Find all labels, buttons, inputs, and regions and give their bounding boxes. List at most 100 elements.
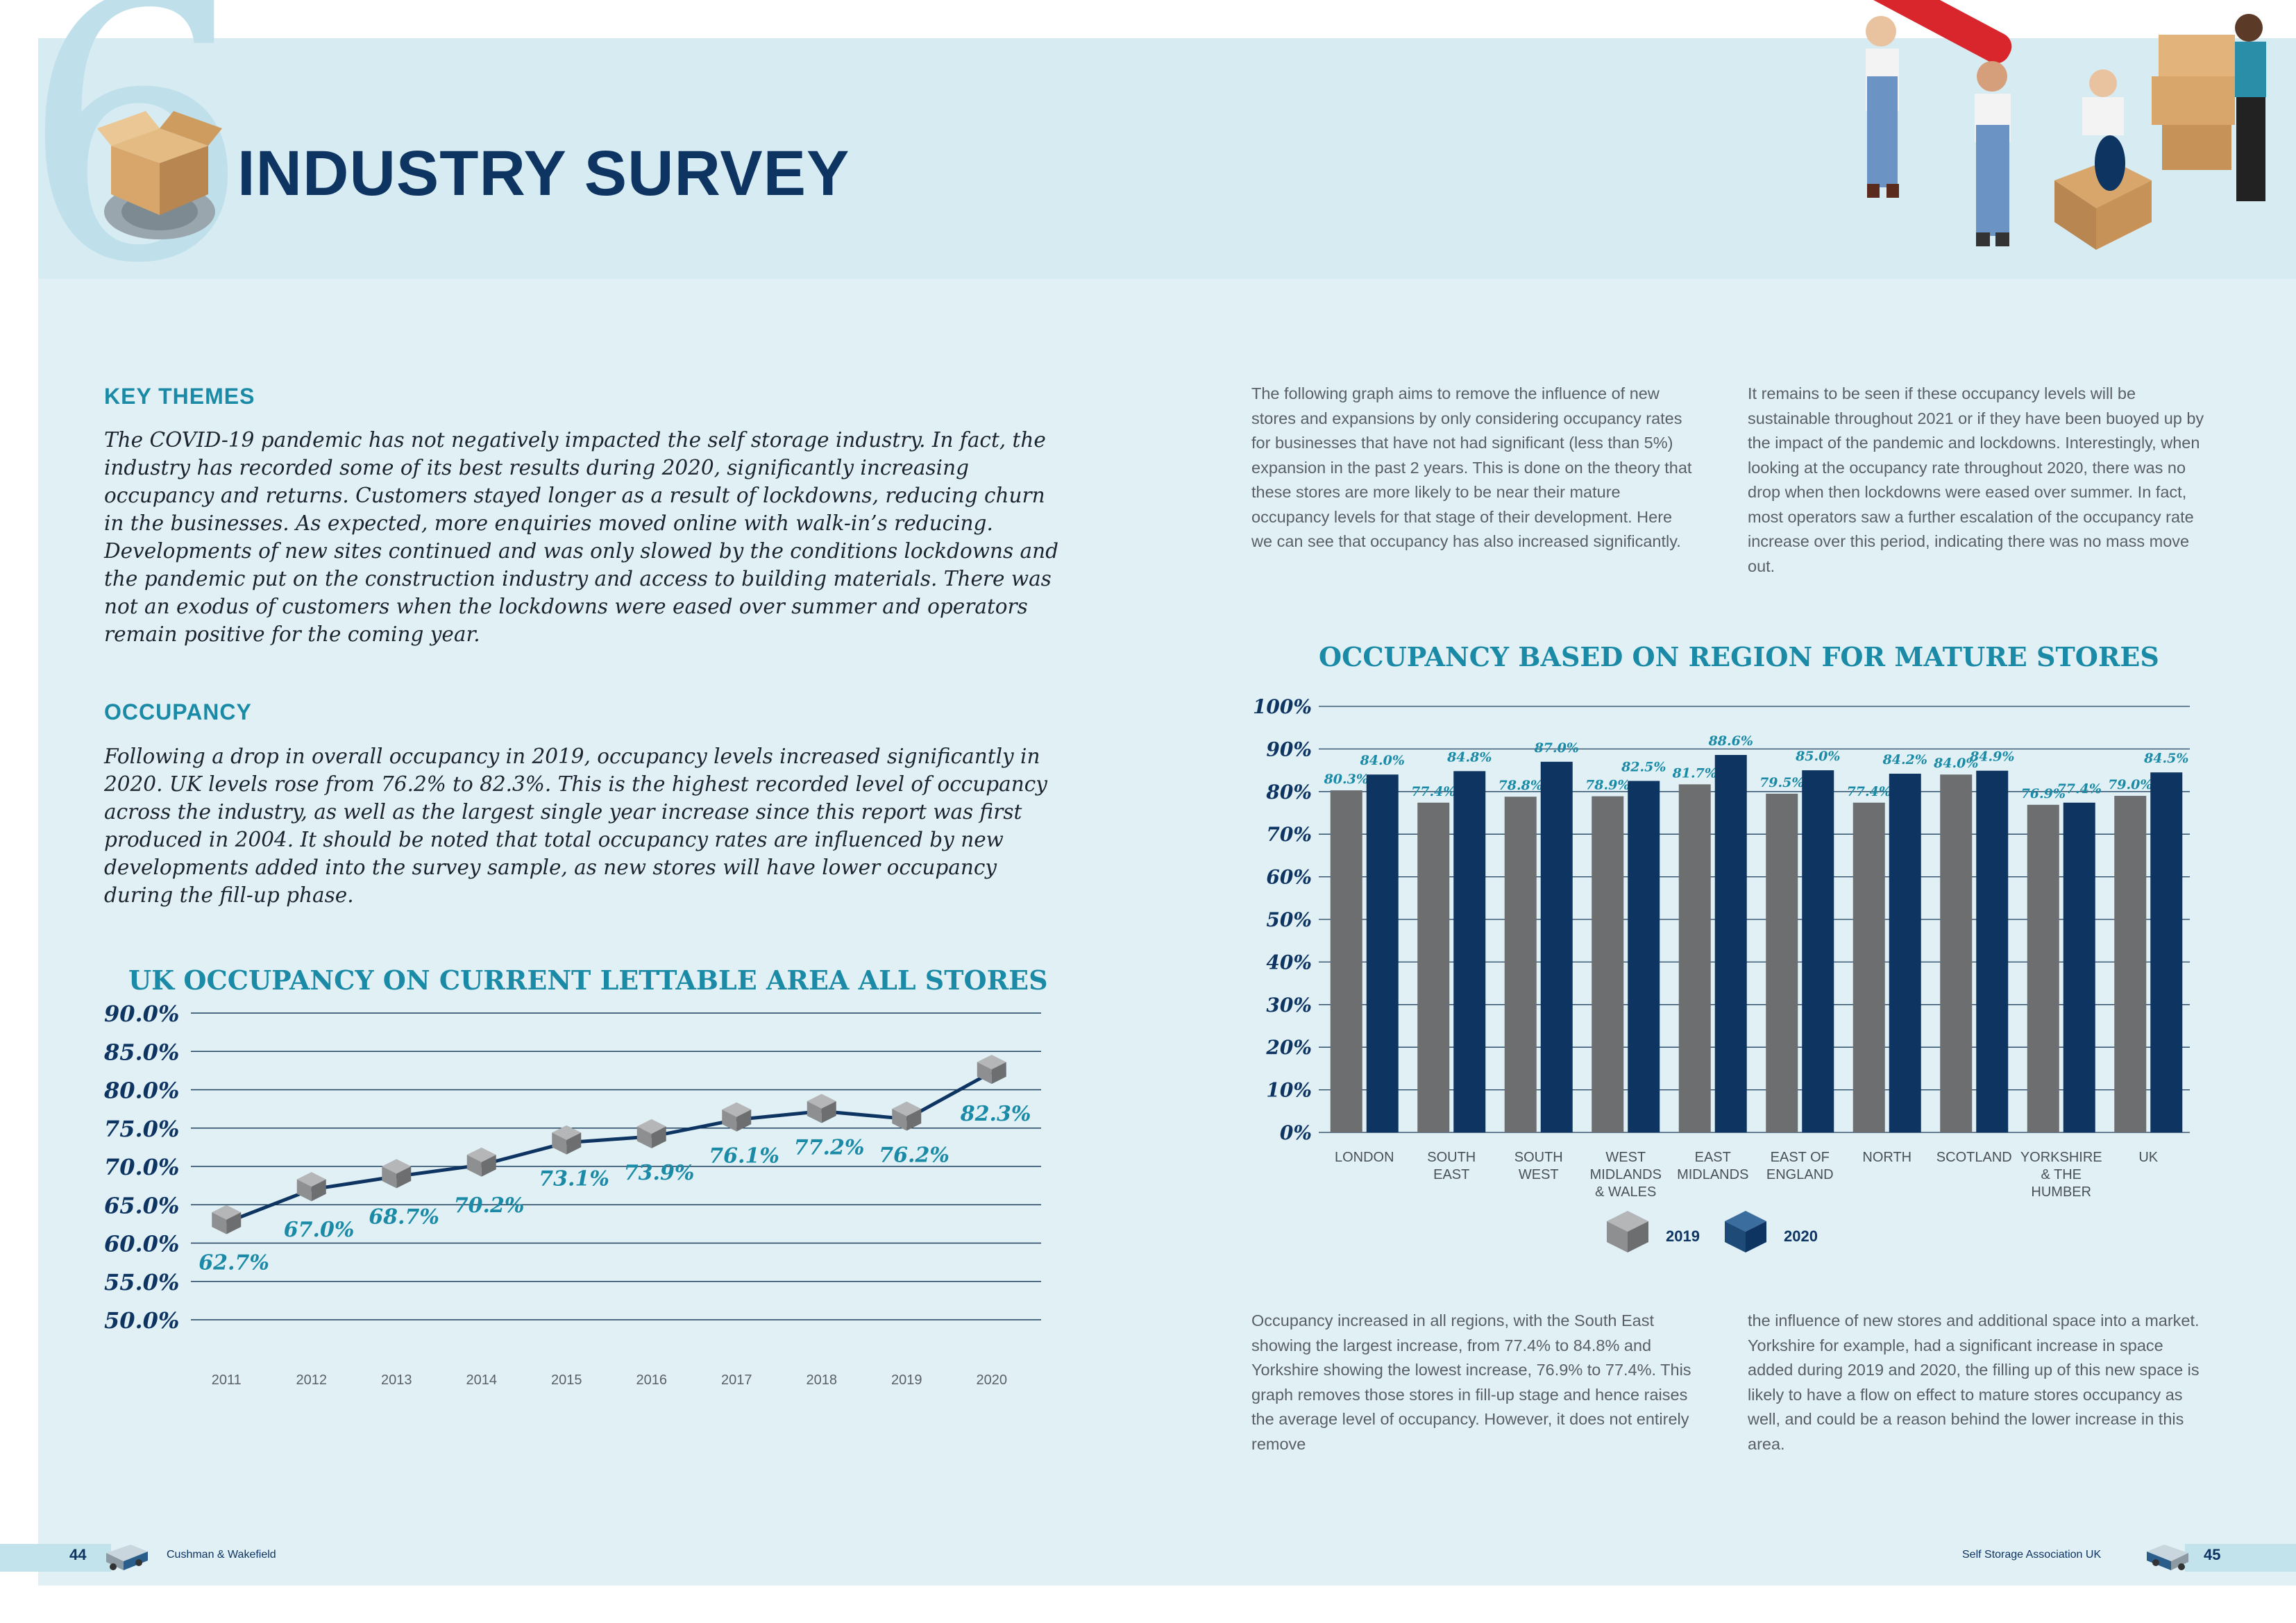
region-occupancy-bar-chart: 100% 90% 80% 70% 60% 50% 40% 30% 20% 10% 0% 80.3% 84… [1253,695,2190,1252]
bar-value-label: 79.0% [2108,777,2152,792]
y-tick-label: 85.0% [103,1039,179,1065]
x-tick-label: 2013 [381,1373,412,1388]
left-footer-text: Cushman & Wakefield [167,1549,276,1561]
category-label: SCOTLAND [1936,1150,2012,1165]
x-tick-label: 2019 [891,1373,922,1388]
bar-2019 [1940,774,1973,1132]
footer-band-left [0,1544,111,1572]
category-label: SOUTH [1514,1150,1563,1165]
bar-2020 [1540,761,1573,1132]
bar-value-label: 84.5% [2143,751,2188,766]
data-point-marker [977,1055,1006,1085]
bar-value-label: 84.0% [1933,756,1978,771]
bar-value-label: 84.8% [1446,749,1492,765]
x-tick-label: 2014 [466,1373,498,1388]
category-label: SOUTH [1427,1150,1476,1165]
y-tick-label: 50% [1266,908,1312,931]
data-point-marker [892,1101,922,1131]
y-tick-label: 55.0% [104,1269,179,1295]
bar-2020 [1889,774,1921,1132]
bar-2020 [2063,802,2095,1132]
y-tick-label: 70.0% [104,1154,179,1180]
data-point-marker [636,1119,666,1148]
footer-band-right [2185,1544,2296,1572]
truck-icon [106,1545,148,1570]
region-chart-title: OCCUPANCY BASED ON REGION FOR MATURE STO… [1319,641,2159,672]
x-tick-label: 2015 [551,1373,582,1388]
bar-value-label: 84.0% [1360,753,1405,768]
y-tick-label: 20% [1265,1036,1312,1059]
left-page-number: 44 [69,1546,87,1563]
y-tick-label: 50.0% [104,1307,179,1334]
bar-2020 [1714,754,1747,1132]
category-label: EAST [1695,1150,1731,1165]
y-tick-label: 80.0% [103,1078,179,1104]
data-point-marker [722,1102,752,1132]
y-tick-label: 90.0% [104,1001,179,1027]
y-tick-label: 0% [1280,1121,1312,1144]
uk-occupancy-line-chart: 90.0% 85.0% 80.0% 75.0% 70.0% 65.0% 60.0% 55.0%… [103,1001,1041,1388]
page-title: INDUSTRY SURVEY [237,138,850,209]
category-label: WEST [1519,1167,1559,1182]
x-tick-label: 2011 [212,1373,242,1388]
bar-2020 [2150,772,2183,1132]
bar-2020 [1976,770,2009,1132]
category-label: NORTH [1862,1150,1911,1165]
key-themes-text: The COVID-19 pandemic has not negatively… [104,428,1058,646]
y-tick-label: 90% [1266,738,1312,760]
bar-2019 [1330,790,1362,1132]
data-label: 73.1% [539,1167,609,1191]
bar-2019 [1852,802,1885,1132]
y-tick-label: 40% [1266,951,1312,974]
bar-2020 [1628,781,1660,1132]
right-footer-text: Self Storage Association UK [1962,1549,2102,1561]
x-tick-label: 2018 [807,1373,838,1388]
data-label: 68.7% [369,1205,439,1229]
bar-value-label: 85.0% [1795,749,1840,764]
data-label: 76.2% [879,1143,949,1167]
occupancy-text: Following a drop in overall occupancy in… [104,745,1047,907]
category-label: ENGLAND [1766,1167,1834,1182]
legend-2020-label: 2020 [1784,1227,1818,1245]
data-label: 76.1% [709,1144,779,1169]
data-label: 67.0% [284,1218,355,1242]
y-tick-label: 100% [1253,695,1312,718]
y-tick-label: 10% [1266,1079,1312,1102]
bar-value-label: 78.8% [1499,778,1543,793]
x-tick-label: 2012 [296,1373,328,1388]
x-tick-label: 2017 [721,1373,752,1388]
bar-2020 [1453,771,1486,1132]
bar-2019 [1678,784,1711,1132]
y-tick-label: 30% [1266,994,1312,1017]
data-label: 77.2% [794,1135,865,1159]
category-label: LONDON [1335,1150,1394,1165]
category-label: & WALES [1595,1184,1656,1200]
data-point-marker [807,1094,836,1123]
intro-paragraph-2: It remains to be seen if these occupancy… [1748,384,2204,575]
bar-value-label: 79.5% [1759,775,1804,790]
bar-2019 [1417,802,1450,1132]
data-point-marker [382,1159,412,1189]
data-label: 70.2% [454,1193,525,1218]
data-point-marker [466,1147,496,1177]
storage-box-icon [97,111,222,239]
bar-value-label: 80.3% [1324,772,1369,787]
bar-2019 [2114,795,2147,1132]
bar-value-label: 84.9% [1969,749,2014,765]
y-tick-label: 60% [1266,866,1312,889]
bar-value-label: 82.5% [1621,759,1666,774]
bar-2020 [1802,770,1834,1132]
legend-2019-label: 2019 [1666,1227,1700,1245]
bar-2019 [1592,796,1624,1132]
bar-value-label: 81.7% [1672,765,1717,781]
bar-value-label: 88.6% [1708,733,1753,749]
truck-icon [2147,1545,2188,1570]
summary-paragraph-1: Occupancy increased in all regions, with… [1251,1311,1691,1453]
data-point-marker [552,1125,582,1155]
category-label: EAST [1433,1167,1469,1182]
data-point-marker [296,1172,326,1202]
workers-illustration [1866,0,2266,250]
category-label: WEST [1605,1150,1646,1165]
intro-paragraph-1: The following graph aims to remove the i… [1251,384,1692,550]
data-label: 62.7% [199,1251,269,1275]
